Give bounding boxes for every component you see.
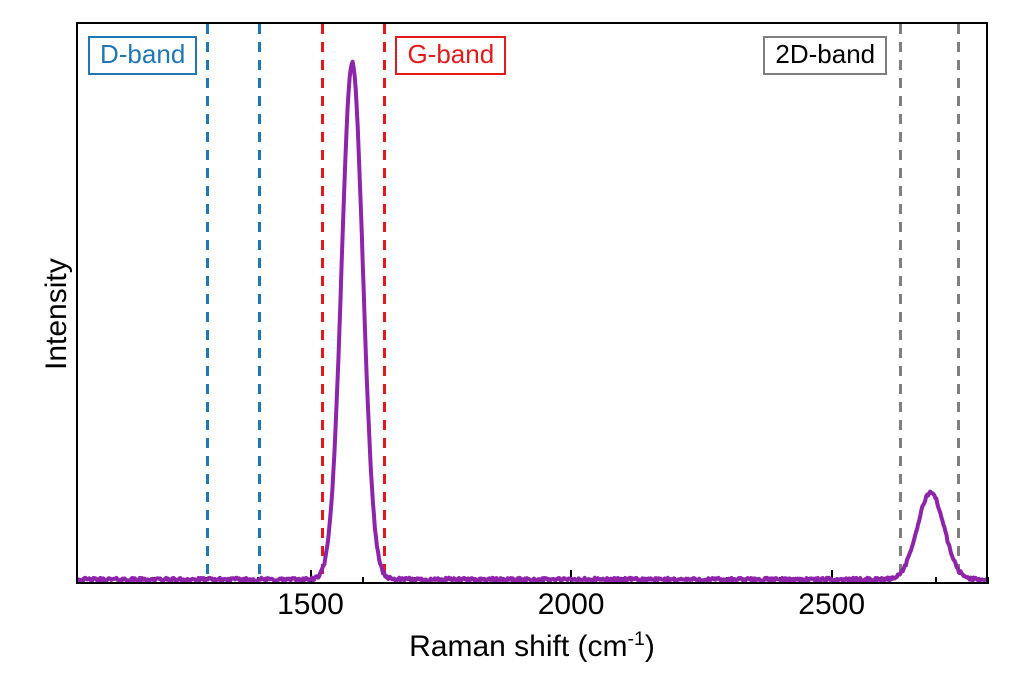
x-tick-minor	[153, 577, 155, 584]
2d-band-label: 2D-band	[763, 36, 887, 75]
x-tick-minor	[779, 577, 781, 584]
x-tick-label: 2500	[798, 588, 865, 622]
x-tick-major	[310, 570, 312, 584]
g-band-label: G-band	[395, 36, 506, 75]
x-tick-minor	[935, 577, 937, 584]
chart-stage: Intensity Raman shift (cm-1) 1500 2000 250…	[0, 0, 1024, 682]
x-axis-label: Raman shift (cm-1)	[76, 628, 988, 664]
x-tick-minor	[518, 577, 520, 584]
x-tick-minor	[883, 577, 885, 584]
x-axis-label-suffix: )	[645, 630, 655, 663]
2d-band-boundary-line	[957, 24, 960, 582]
x-tick-major	[570, 570, 572, 584]
x-tick-minor	[674, 577, 676, 584]
d-band-boundary-line	[206, 24, 209, 582]
x-tick-minor	[466, 577, 468, 584]
y-axis-label: Intensity	[40, 258, 74, 370]
x-tick-minor	[414, 577, 416, 584]
d-band-label: D-band	[88, 36, 197, 75]
g-band-boundary-line	[321, 24, 324, 582]
x-axis-label-superscript: -1	[628, 628, 645, 650]
2d-band-boundary-line	[899, 24, 902, 582]
x-tick-minor	[726, 577, 728, 584]
x-tick-minor	[987, 577, 989, 584]
x-tick-minor	[362, 577, 364, 584]
x-tick-label: 2000	[538, 588, 605, 622]
g-band-boundary-line	[383, 24, 386, 582]
plot-area	[76, 22, 988, 584]
x-tick-minor	[622, 577, 624, 584]
x-tick-minor	[101, 577, 103, 584]
x-tick-label: 1500	[277, 588, 344, 622]
d-band-boundary-line	[258, 24, 261, 582]
x-tick-major	[831, 570, 833, 584]
x-axis-label-text: Raman shift (cm	[409, 630, 627, 663]
